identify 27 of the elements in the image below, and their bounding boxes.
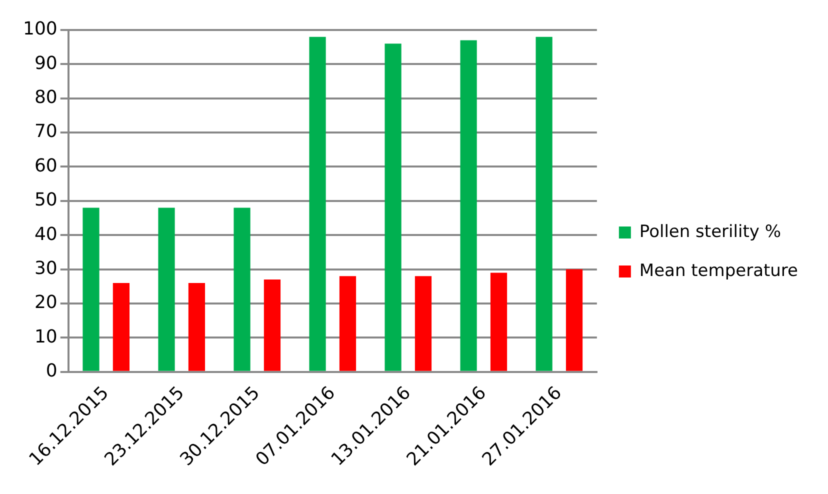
y-tick-label: 50 bbox=[34, 190, 58, 211]
bar bbox=[234, 208, 250, 371]
bar bbox=[264, 280, 281, 371]
y-tick-label: 80 bbox=[34, 87, 58, 108]
y-tick-label: 0 bbox=[46, 360, 58, 382]
y-tick-label: 20 bbox=[34, 292, 58, 314]
bar bbox=[460, 40, 477, 371]
y-tick-label: 60 bbox=[34, 155, 58, 176]
bar bbox=[414, 276, 432, 371]
bar bbox=[188, 282, 206, 371]
bar bbox=[566, 269, 583, 371]
bar bbox=[82, 208, 100, 371]
bar bbox=[384, 44, 402, 371]
y-tick-label: 30 bbox=[34, 258, 58, 279]
y-tick-label: 70 bbox=[34, 121, 58, 142]
y-tick-label: 90 bbox=[34, 52, 58, 74]
bar bbox=[158, 208, 175, 371]
bar bbox=[536, 36, 552, 371]
bar bbox=[112, 282, 130, 371]
bar bbox=[339, 276, 356, 371]
bar bbox=[309, 36, 326, 371]
bar bbox=[490, 272, 508, 371]
legend-label: Pollen sterility % bbox=[639, 222, 781, 242]
y-tick-label: 100 bbox=[22, 18, 58, 40]
y-tick-label: 40 bbox=[34, 224, 58, 245]
legend-label: Mean temperature bbox=[639, 260, 798, 281]
y-tick-label: 10 bbox=[34, 326, 58, 348]
